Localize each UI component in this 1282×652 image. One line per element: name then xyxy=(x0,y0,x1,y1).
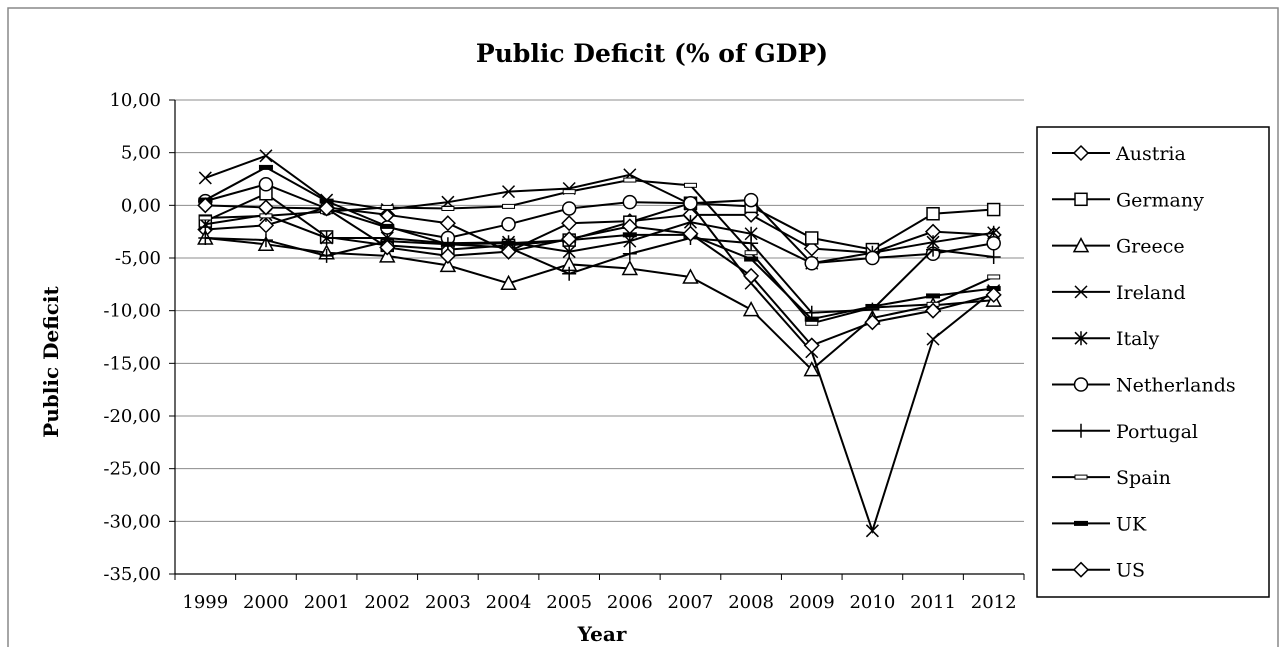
point-marker xyxy=(1075,475,1087,479)
legend-label: US xyxy=(1116,560,1145,582)
point-marker xyxy=(806,321,818,325)
y-tick-label: 10,00 xyxy=(109,90,161,111)
y-tick-label: -25,00 xyxy=(103,459,161,480)
y-tick-label: -5,00 xyxy=(115,248,161,269)
x-tick-label: 2007 xyxy=(668,592,714,613)
legend-label: Ireland xyxy=(1116,282,1186,304)
point-marker xyxy=(1075,193,1087,205)
point-marker xyxy=(380,224,394,229)
legend-label: UK xyxy=(1116,513,1147,535)
point-marker xyxy=(684,183,696,187)
point-marker xyxy=(805,317,819,322)
x-tick-label: 2008 xyxy=(728,592,774,613)
point-marker xyxy=(866,252,879,265)
legend: Austria Germany Greece Ireland Italy Netherla… xyxy=(1037,127,1269,597)
x-tick-label: 2005 xyxy=(546,592,592,613)
x-tick-label: 2000 xyxy=(243,592,289,613)
point-marker xyxy=(563,202,576,215)
x-tick-label: 2011 xyxy=(910,592,956,613)
x-tick-label: 2004 xyxy=(486,592,532,613)
x-tick-label: 2009 xyxy=(789,592,835,613)
point-marker xyxy=(988,275,1000,279)
point-marker xyxy=(987,237,1000,250)
x-tick-label: 1999 xyxy=(182,592,228,613)
point-marker xyxy=(624,178,636,182)
point-marker xyxy=(684,197,697,210)
x-tick-label: 2003 xyxy=(425,592,471,613)
point-marker xyxy=(503,204,515,208)
x-tick-label: 2012 xyxy=(971,592,1017,613)
point-marker xyxy=(745,251,757,255)
point-marker xyxy=(502,218,515,231)
legend-label: Spain xyxy=(1116,467,1171,489)
chart-title: Public Deficit (% of GDP) xyxy=(476,39,828,68)
point-marker xyxy=(441,242,455,247)
point-marker xyxy=(563,190,575,194)
legend-label: Germany xyxy=(1116,189,1204,211)
x-axis-label: Year xyxy=(577,622,627,646)
legend-label: Netherlands xyxy=(1116,375,1236,397)
point-marker xyxy=(259,165,273,170)
y-tick-label: 0,00 xyxy=(121,195,161,216)
point-marker xyxy=(1075,378,1088,391)
y-tick-label: -35,00 xyxy=(103,564,161,585)
point-marker xyxy=(381,205,393,209)
y-tick-label: -30,00 xyxy=(103,511,161,532)
point-marker xyxy=(805,257,818,270)
point-marker xyxy=(1074,521,1088,526)
legend-label: Portugal xyxy=(1116,421,1198,443)
x-tick-label: 2002 xyxy=(364,592,410,613)
legend-label: Greece xyxy=(1116,236,1185,258)
point-marker xyxy=(806,232,818,244)
y-tick-label: -10,00 xyxy=(103,301,161,322)
point-marker xyxy=(442,206,454,210)
x-tick-label: 2001 xyxy=(304,592,350,613)
point-marker xyxy=(745,194,758,207)
legend-label: Austria xyxy=(1115,143,1186,165)
point-marker xyxy=(927,208,939,220)
y-tick-label: -15,00 xyxy=(103,353,161,374)
y-axis-label: Public Deficit xyxy=(39,285,63,437)
point-marker xyxy=(926,293,940,298)
x-tick-label: 2010 xyxy=(849,592,895,613)
point-marker xyxy=(623,196,636,209)
point-marker xyxy=(865,304,879,309)
x-tick-label: 2006 xyxy=(607,592,653,613)
point-marker xyxy=(259,178,272,191)
point-marker xyxy=(988,204,1000,216)
legend-label: Italy xyxy=(1116,328,1160,350)
point-marker xyxy=(744,257,758,262)
y-tick-label: -20,00 xyxy=(103,406,161,427)
y-tick-label: 5,00 xyxy=(121,143,161,164)
point-marker xyxy=(199,216,211,220)
